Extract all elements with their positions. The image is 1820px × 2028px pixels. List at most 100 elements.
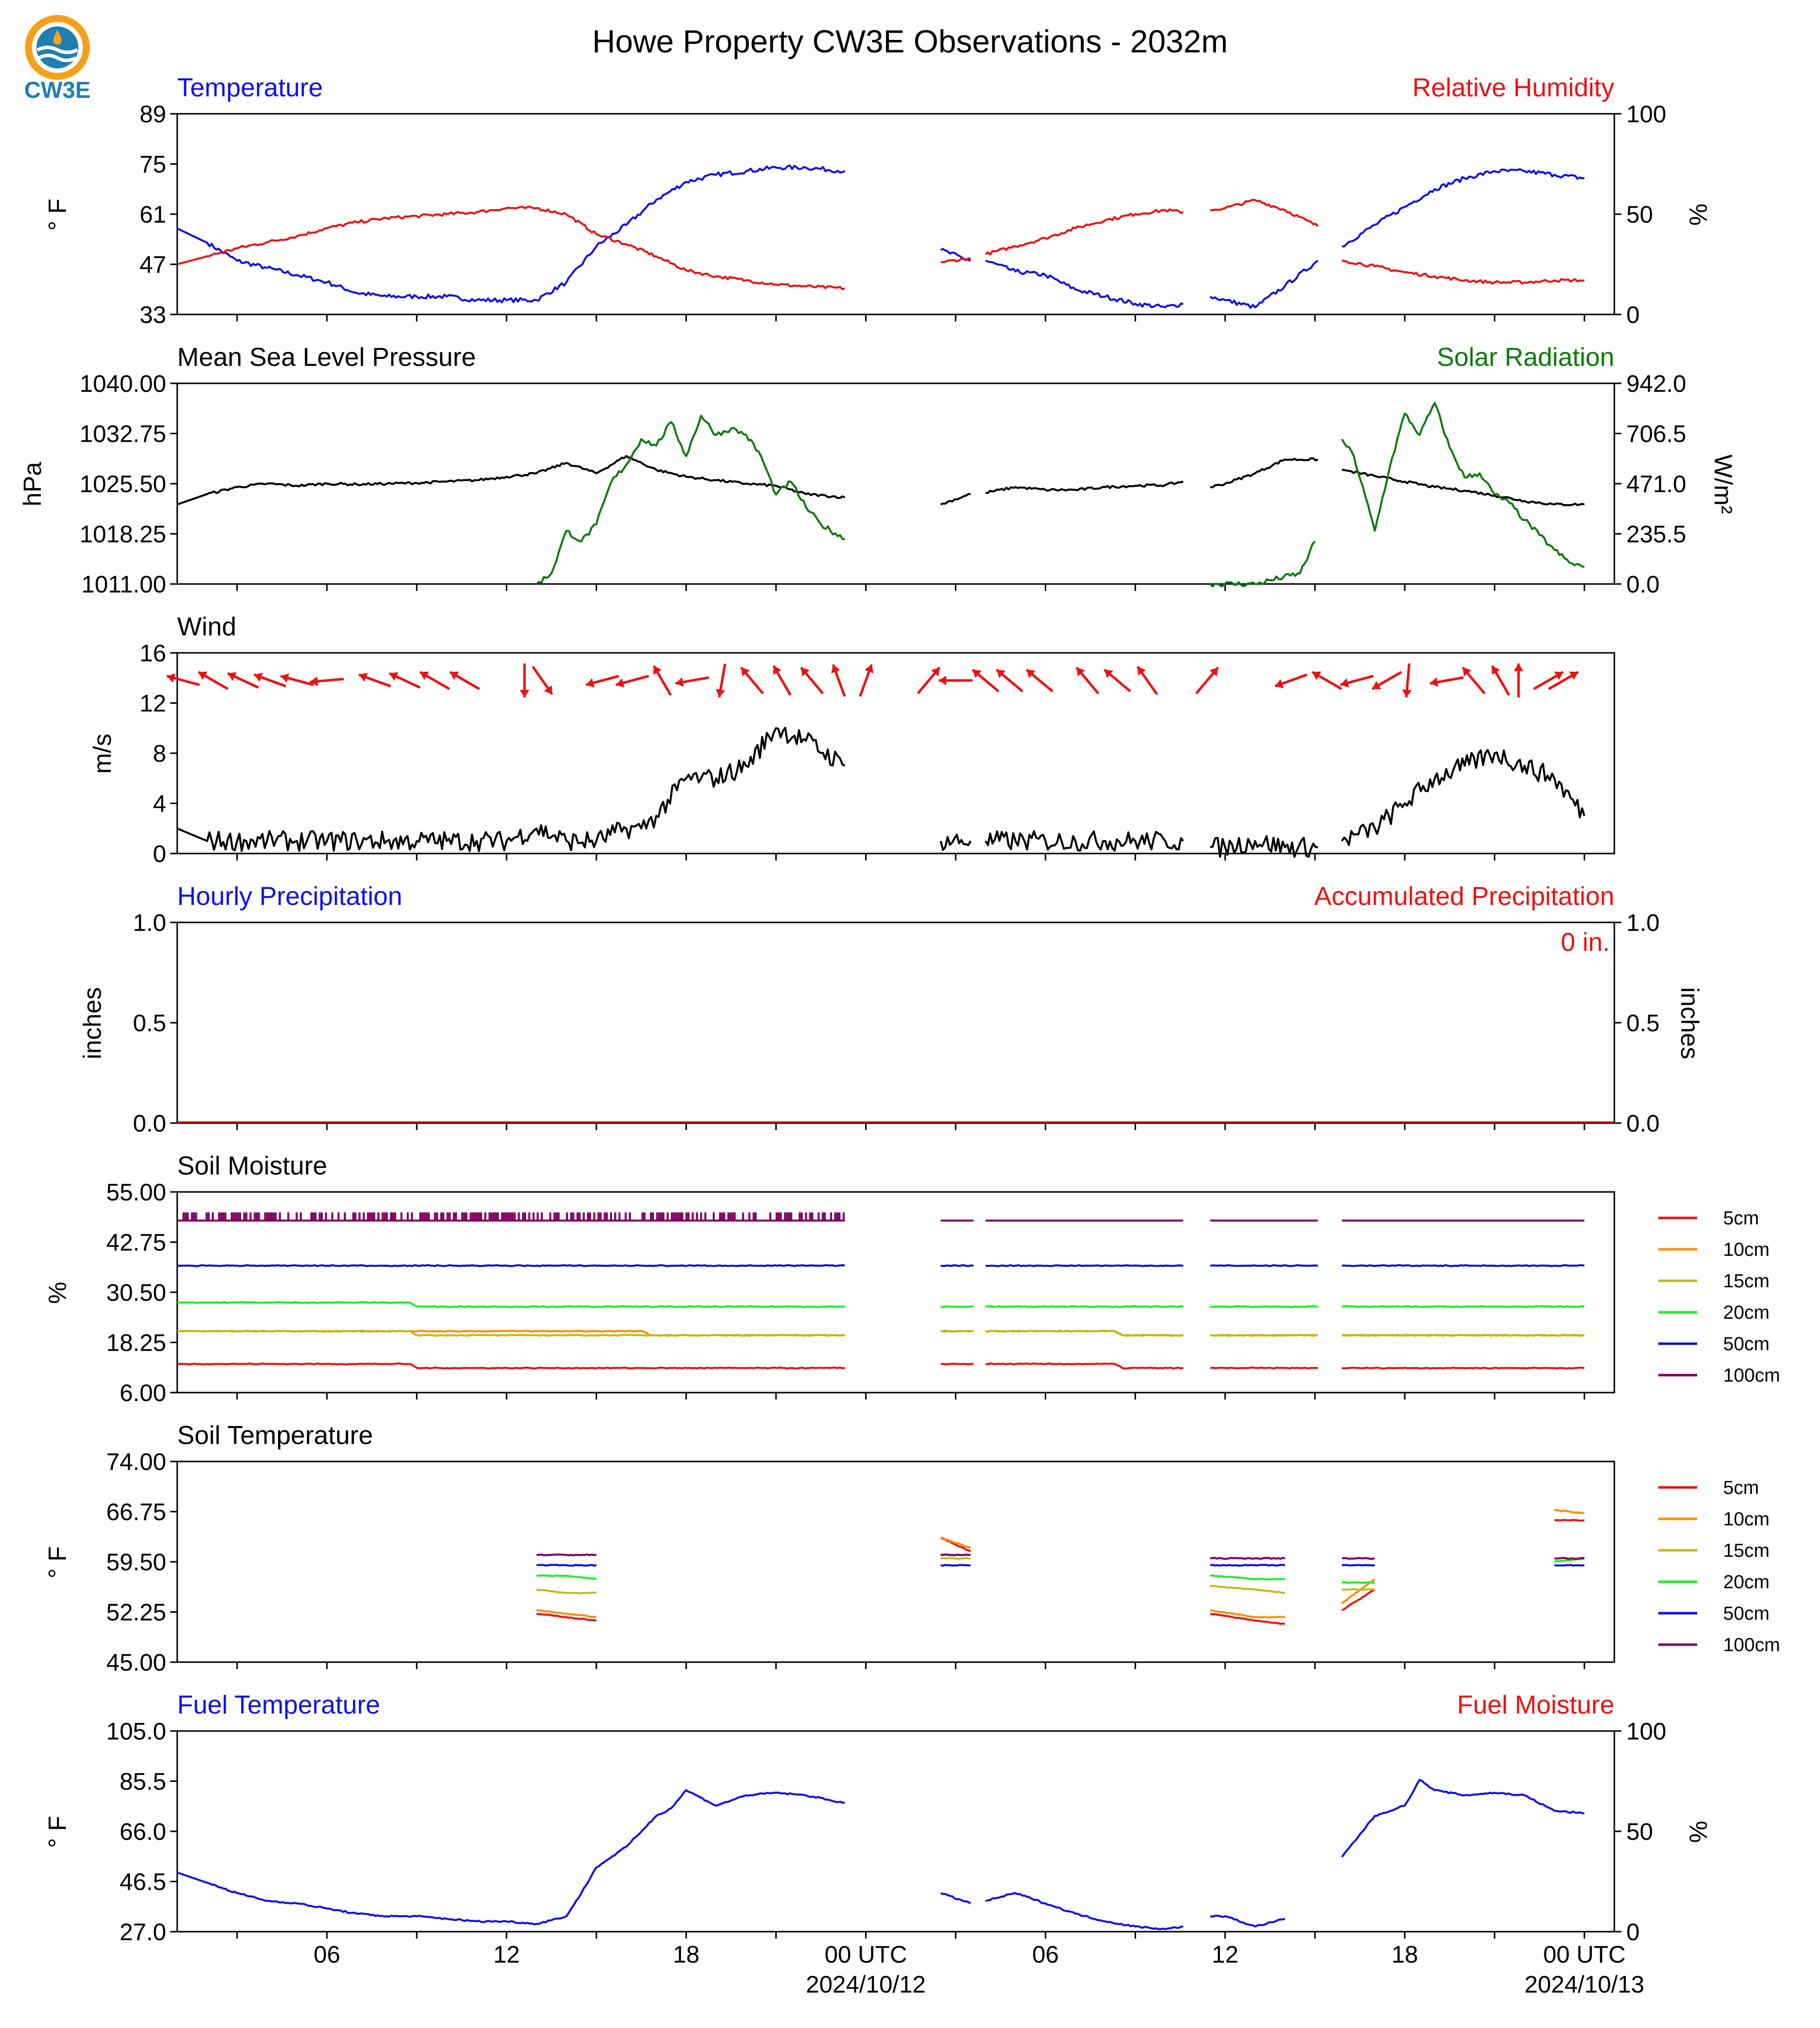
soil-temp-50cm-line [536,1564,1585,1567]
soil-moisture-100cm-spikes [182,1212,845,1221]
y-tick-label-right: 0.0 [1626,1111,1660,1137]
y-tick-label-left: 4 [153,791,166,818]
wind-arrow-head [1430,677,1439,687]
y-tick-label-left: 66.75 [106,1499,166,1526]
wind-arrow-head [675,677,684,687]
y-tick-label-left: 59.50 [106,1549,166,1576]
y-tick-label-right: 942.0 [1626,371,1686,397]
pressure-line [177,455,1585,507]
wind-speed-line [177,727,1585,858]
hourly-precip-title: Hourly Precipitation [177,882,402,911]
humidity-title: Relative Humidity [1412,73,1614,102]
soil-moisture-legend-label: 100cm [1723,1365,1780,1386]
y-tick-label-left: 30.50 [106,1280,166,1306]
solar-line [536,402,1585,587]
soil_moisture-frame [176,1191,1615,1394]
y-tick-label-left: 1011.00 [81,572,166,598]
logo-globe-icon [36,26,78,68]
wind-ylabel: m/s [88,734,116,774]
figure-title: Howe Property CW3E Observations - 2032m [592,23,1227,59]
soil-temp-5cm-line [536,1519,1585,1625]
y-tick-label-left: 1040.00 [79,371,166,397]
y-tick-label-left: 42.75 [106,1230,166,1256]
cw3e-logo: CW3E [24,15,91,103]
y-tick-label-left: 12 [140,691,166,717]
wind-arrow-head [198,671,208,680]
wind-arrow-head [450,671,459,680]
wind-arrow-head [167,673,176,683]
y-tick-label-left: 0 [153,841,166,868]
wind-arrow-head [615,678,625,688]
wind-arrow-head [996,669,1006,678]
wind-arrow-head [864,664,874,673]
wind-arrow-head [931,667,940,677]
wind-arrow-head [1372,681,1381,690]
precip-ylabel-left: inches [78,987,106,1060]
y-tick-label-left: 1.0 [133,910,166,936]
precip-ylabel-right: inches [1676,987,1704,1060]
y-tick-label-left: 61 [140,202,166,228]
rh-ylabel: % [1684,204,1712,226]
wind-arrow-head [281,673,290,683]
soil-temp-20cm-line [536,1553,1585,1584]
y-tick-label-left: 55.00 [106,1179,166,1206]
wind-arrow-head [1569,671,1578,680]
soil-moisture-legend-label: 20cm [1723,1302,1770,1323]
soil-moisture-20cm-line [177,1301,1585,1308]
panels-group: 89 75 61 47 33 100 50 0 1040.00 1032.75 1025.50 101… [79,101,1780,1998]
solar-title: Solar Radiation [1437,343,1614,372]
humidity-line [177,199,1585,290]
temperature-line [177,164,1585,309]
wind-arrow-head [228,672,237,681]
x-tick-label: 12 [1212,1942,1238,1968]
wind-arrow-head [1554,671,1563,680]
y-tick-label-right: 706.5 [1626,421,1686,448]
wind-arrow-head [520,690,530,698]
wind-arrow-head [831,664,841,673]
y-tick-label-right: 0.5 [1626,1010,1660,1037]
wind-arrow-head [1076,667,1085,677]
y-tick-label-left: 46.5 [120,1869,166,1896]
soil-temp-legend-label: 50cm [1723,1603,1770,1624]
soil-moisture-legend-label: 10cm [1723,1239,1770,1260]
y-tick-label-right: 100 [1626,1719,1666,1745]
wind-arrow-head [358,672,368,682]
fuel-ylabel: ° F [43,1816,71,1848]
y-tick-label-left: 0.0 [133,1111,166,1137]
y-tick-label-left: 1032.75 [79,421,166,448]
wind-arrow-head [715,689,725,697]
solar-ylabel: W/m² [1709,454,1737,514]
y-tick-label-left: 8 [153,741,166,767]
y-tick-label-right: 235.5 [1626,522,1686,548]
x-tick-label: 06 [313,1942,340,1968]
wind-arrow-head [972,669,982,678]
y-tick-label-left: 0.5 [133,1010,166,1037]
y-tick-label-left: 52.25 [106,1600,166,1626]
soil-moisture-ylabel: % [43,1282,71,1304]
x-tick-label: 18 [1391,1942,1418,1968]
y-tick-label-right: 0 [1626,1919,1640,1946]
x-tick-label: 00 UTC [1543,1942,1625,1968]
y-tick-label-left: 6.00 [120,1380,166,1407]
soil-temp-legend-label: 20cm [1723,1572,1770,1593]
soil-moisture-legend-label: 50cm [1723,1334,1770,1355]
fuel-moisture-ylabel: % [1684,1821,1712,1843]
temperature-frame [176,113,1615,315]
soil-moisture-title: Soil Moisture [177,1152,327,1180]
soil-moisture-50cm-line [177,1264,1585,1267]
wind-arrow-head [1275,679,1284,688]
y-tick-label-right: 471.0 [1626,471,1686,498]
pressure-ylabel: hPa [18,462,46,506]
x-tick-label: 06 [1032,1942,1059,1968]
logo-text: CW3E [24,77,91,103]
accum-precip-title: Accumulated Precipitation [1314,882,1614,911]
soil-temp-legend-label: 100cm [1723,1635,1780,1656]
wind-arrow-head [1026,669,1036,678]
x-tick-label: 18 [673,1942,699,1968]
y-tick-label-left: 27.0 [120,1919,166,1946]
fuel-temp-line [177,1778,1585,1931]
y-tick-label-left: 74.00 [106,1449,166,1475]
wind-arrow-head [653,665,662,675]
wind-arrow-head [544,685,553,695]
